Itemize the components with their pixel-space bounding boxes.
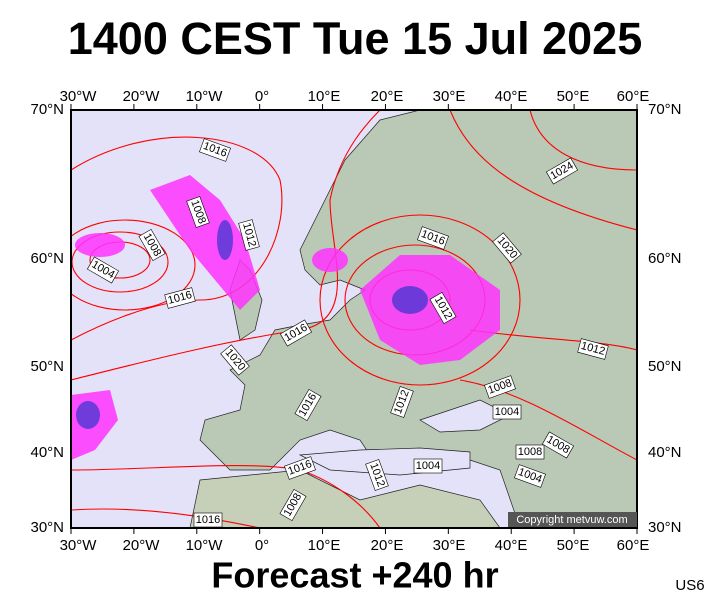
lon-label-bottom: 50°E <box>557 537 590 554</box>
isobar-label: 1016 <box>199 138 231 162</box>
isobar-label: 1020 <box>492 232 522 264</box>
lon-label-bottom: 30°W <box>60 537 98 554</box>
lon-label-top: 40°E <box>495 88 528 105</box>
isobar-label-box <box>220 344 250 376</box>
isobar-label-box <box>492 404 522 420</box>
isobar-label-box <box>429 291 457 325</box>
model-code: US6 <box>675 577 704 594</box>
lon-label-bottom: 20°E <box>371 537 404 554</box>
lon-label-top: 10°E <box>308 88 341 105</box>
isobar-label-box <box>279 319 313 347</box>
isobar-label-box <box>541 431 575 459</box>
lat-label-right: 50°N <box>648 358 682 375</box>
lat-label-left: 40°N <box>30 444 64 461</box>
isobar-label-box <box>86 256 120 284</box>
isobar-label: 1016 <box>284 456 316 480</box>
lon-label-bottom: 10°E <box>308 537 341 554</box>
isobar-label: 1016 <box>193 512 223 528</box>
isobar-label-box <box>514 464 546 488</box>
lat-label-right: 60°N <box>648 250 682 267</box>
heavy-precipitation <box>76 220 428 429</box>
lat-label-left: 60°N <box>30 250 64 267</box>
isobar-label: 1004 <box>413 458 443 474</box>
forecast-label: Forecast +240 hr <box>211 555 498 596</box>
map-frame <box>70 109 638 529</box>
isobar-label-box <box>545 157 579 185</box>
lon-label-top: 0° <box>255 88 269 105</box>
lon-label-top: 10°W <box>186 88 224 105</box>
lon-label-bottom: 20°W <box>123 537 161 554</box>
lon-label-top: 50°E <box>557 88 590 105</box>
isobar-label-box <box>279 488 307 522</box>
lon-label-top: 30°E <box>433 88 466 105</box>
isobar-label-box <box>492 232 522 264</box>
land-africa <box>189 469 501 528</box>
isobar-label: 1016 <box>417 226 449 250</box>
lon-label-bottom: 40°E <box>495 537 528 554</box>
isobar-label-box <box>238 219 260 251</box>
lon-label-top: 30°W <box>60 88 98 105</box>
lon-label-bottom: 0° <box>255 537 269 554</box>
lon-label-top: 60°E <box>617 88 650 105</box>
isobar-label-box <box>284 456 316 480</box>
isobar-label: 1012 <box>238 219 260 251</box>
isobar-label-box <box>390 386 414 418</box>
isobar-label: 1016 <box>164 287 196 309</box>
isobar-label-box <box>199 138 231 162</box>
isobar-label: 1012 <box>365 459 389 491</box>
isobar-label-box <box>484 375 516 399</box>
isobar-label: 1008 <box>186 196 210 228</box>
isobar-label-box <box>164 287 196 309</box>
isobar-label: 1012 <box>577 338 609 360</box>
lat-label-right: 70°N <box>648 101 682 118</box>
lon-label-bottom: 60°E <box>617 537 650 554</box>
copyright: Copyright metvuw.com <box>516 514 627 526</box>
lon-label-bottom: 30°E <box>433 537 466 554</box>
title: 1400 CEST Tue 15 Jul 2025 <box>68 13 642 64</box>
isobar-label: 1004 <box>514 464 546 488</box>
lat-label-left: 50°N <box>30 358 64 375</box>
isobar-label-text: 1008 <box>518 446 542 458</box>
lat-label-left: 30°N <box>30 519 64 536</box>
isobar-label-box <box>417 226 449 250</box>
map-area <box>71 110 637 528</box>
isobar-label-box <box>413 458 443 474</box>
isobar-label: 1012 <box>390 386 414 418</box>
lon-label-top: 20°W <box>123 88 161 105</box>
copyright-box <box>508 512 637 527</box>
isobar-label: 1004 <box>492 404 522 420</box>
isobar-label-text: 1004 <box>495 406 519 418</box>
lon-label-bottom: 10°W <box>186 537 224 554</box>
isobar-label-box <box>515 444 545 460</box>
isobar-label-text: 1016 <box>196 514 220 526</box>
isobar-label-box <box>365 459 389 491</box>
isobar-label-box <box>138 228 166 262</box>
lat-label-left: 70°N <box>30 101 64 118</box>
isobar-label: 1008 <box>515 444 545 460</box>
lon-label-top: 20°E <box>371 88 404 105</box>
isobar-label-box <box>294 388 322 422</box>
isobar-label-box <box>193 512 223 528</box>
isobar-label: 1008 <box>484 375 516 399</box>
isobar-label-box <box>577 338 609 360</box>
lat-label-right: 40°N <box>648 444 682 461</box>
isobars <box>71 110 637 528</box>
isobar-label-box <box>186 196 210 228</box>
isobar-label-text: 1004 <box>416 460 440 472</box>
lat-label-right: 30°N <box>648 519 682 536</box>
black-sea <box>419 399 511 433</box>
